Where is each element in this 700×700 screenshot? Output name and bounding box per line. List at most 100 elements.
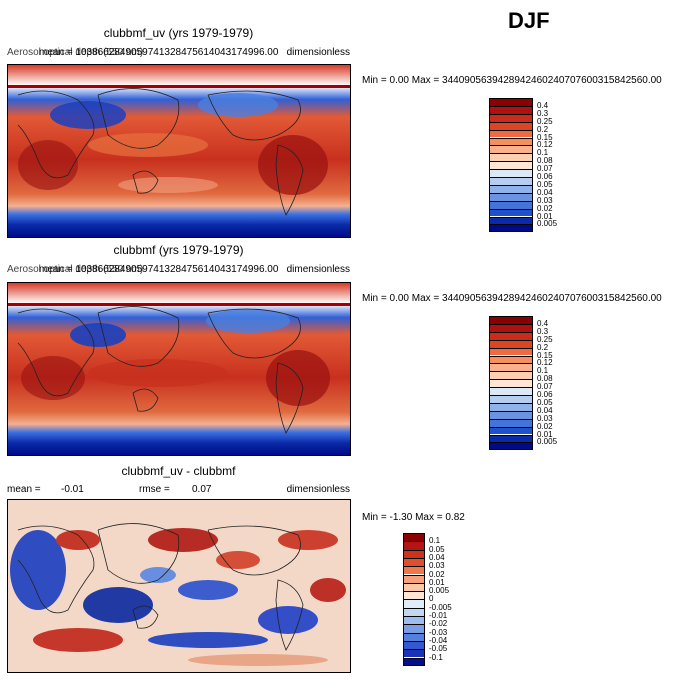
- panel-2-stats: Aerosol optical depth (550 nm) mean = 10…: [7, 264, 350, 278]
- colorbar-tick-label: 0.05: [537, 397, 553, 407]
- panel-2-map: [7, 282, 351, 456]
- colorbar-swatch: [489, 208, 533, 217]
- colorbar-tick-label: 0.01: [537, 211, 553, 221]
- colorbar-tick-label: 0.12: [537, 140, 553, 150]
- colorbar-swatch: [489, 192, 533, 201]
- panel-1-units: dimensionless: [286, 47, 350, 58]
- colorbar-tick-label: 0.02: [537, 203, 553, 213]
- colorbar-swatch: [489, 331, 533, 340]
- season-label: DJF: [508, 8, 550, 33]
- colorbar-swatch: [489, 224, 533, 233]
- colorbar-tick-label: 0.25: [537, 116, 553, 126]
- panel-3-mean-label: mean =: [7, 484, 41, 495]
- colorbar-swatch: [489, 426, 533, 435]
- colorbar-swatch: [489, 355, 533, 364]
- colorbar-swatch: [403, 549, 425, 558]
- colorbar-swatch: [403, 591, 425, 600]
- colorbar-swatch: [489, 371, 533, 380]
- colorbar-swatch: [489, 200, 533, 209]
- colorbar-tick-label: 0.005: [537, 219, 558, 229]
- panel-1-minmax: Min = 0.00 Max = 34409056394289424602407…: [362, 75, 662, 86]
- colorbar-swatch: [489, 410, 533, 419]
- colorbar-frame: [489, 316, 533, 451]
- colorbar-tick-label: 0.005: [429, 586, 450, 596]
- panel-2-overlap-label: Aerosol optical depth (550 nm): [7, 264, 144, 275]
- colorbar-tick-label: 0.06: [537, 172, 553, 181]
- colorbar-tick-label: 0.3: [537, 108, 549, 118]
- colorbar-swatch: [489, 323, 533, 332]
- panel-3-map-image: [8, 500, 350, 672]
- colorbar-tick-label: 0.04: [429, 552, 445, 562]
- panel-3-stats: mean = -0.01 rmse = 0.07 dimensionless: [7, 484, 350, 498]
- colorbar-swatch: [489, 153, 533, 162]
- colorbar-tick-label: 0.01: [429, 577, 445, 587]
- colorbar-tick-label: 0.15: [537, 132, 553, 142]
- colorbar-swatch: [403, 582, 425, 592]
- colorbar-tick-label: 0.1: [429, 536, 441, 546]
- colorbar-swatch: [403, 566, 425, 575]
- colorbar-swatch: [489, 418, 533, 427]
- colorbar-swatch: [489, 121, 533, 130]
- panel-1-title: clubbmf_uv (yrs 1979-1979): [103, 26, 254, 40]
- colorbar-swatch: [403, 599, 425, 608]
- colorbar-swatch: [489, 113, 533, 122]
- colorbar-swatch: [403, 624, 425, 633]
- colorbar-swatch: [489, 137, 533, 146]
- colorbar-tick-label: -0.005: [429, 602, 452, 612]
- colorbar-swatch: [489, 347, 533, 356]
- colorbar-swatch: [403, 574, 425, 583]
- panel-1-map-image: [8, 65, 350, 237]
- colorbar-swatch: [489, 216, 533, 225]
- panel-3-title: clubbmf_uv - clubbmf: [121, 464, 236, 478]
- colorbar-swatch: [489, 387, 533, 395]
- panel-2-map-image: [8, 283, 350, 455]
- colorbar-tick-label: 0.04: [537, 187, 553, 197]
- colorbar-swatch: [489, 402, 533, 411]
- colorbar-swatch: [489, 379, 533, 388]
- colorbar-swatch: [403, 557, 425, 567]
- colorbar-frame: [489, 98, 533, 233]
- colorbar-tick-label: -0.05: [429, 644, 448, 654]
- colorbar-swatch: [403, 607, 425, 616]
- colorbar-swatch: [403, 616, 425, 625]
- colorbar-tick-label: 0.3: [537, 326, 549, 336]
- colorbar-tick-label: 0.2: [537, 342, 549, 352]
- panel-1-mean-text: mean = 103866284905974132847561404317499…: [39, 47, 279, 58]
- panel-1-stats: Aerosol optical depth (550 nm) mean = 10…: [7, 47, 350, 61]
- colorbar-tick-label: 0.03: [537, 195, 553, 205]
- colorbar-swatch: [489, 363, 533, 372]
- colorbar-tick-label: 0.1: [537, 366, 549, 376]
- colorbar-frame: [403, 533, 425, 666]
- panel-1-overlap-label: Aerosol optical depth (550 nm): [7, 47, 144, 58]
- panel-1-map: [7, 64, 351, 238]
- panel-2-mean-text: mean = 103866284905974132847561404317499…: [39, 264, 279, 275]
- colorbar-tick-label: 0.15: [537, 350, 553, 360]
- colorbar-tick-label: 0.05: [429, 544, 445, 554]
- colorbar-swatch: [403, 649, 425, 658]
- colorbar-tick-label: -0.04: [429, 635, 448, 645]
- colorbar-tick-label: 0.4: [537, 318, 549, 328]
- colorbar-tick-label: 0: [429, 594, 434, 604]
- panel-3-units: dimensionless: [286, 484, 350, 495]
- panel-3-map: [7, 499, 351, 673]
- colorbar-tick-label: 0.02: [537, 421, 553, 431]
- colorbar-swatch: [489, 177, 533, 185]
- colorbar-swatch: [489, 184, 533, 193]
- panel-2-minmax: Min = 0.00 Max = 34409056394289424602407…: [362, 293, 662, 304]
- panel-3-rmse-value: 0.07: [192, 484, 212, 495]
- colorbar-tick-label: 0.12: [537, 358, 553, 368]
- colorbar-tick-label: 0.07: [537, 164, 553, 174]
- colorbar-swatch: [489, 442, 533, 451]
- colorbar-tick-label: 0.03: [429, 561, 445, 571]
- panel-2-title: clubbmf (yrs 1979-1979): [113, 243, 244, 257]
- colorbar-swatch: [489, 395, 533, 403]
- colorbar-tick-label: 0.06: [537, 390, 553, 399]
- colorbar-tick-label: 0.2: [537, 124, 549, 134]
- colorbar-swatch: [489, 105, 533, 114]
- colorbar-tick-label: -0.02: [429, 619, 448, 629]
- panel-3-rmse-label: rmse =: [139, 484, 170, 495]
- colorbar-swatch: [489, 145, 533, 154]
- colorbar-tick-label: 0.04: [537, 405, 553, 415]
- colorbar-tick-label: -0.01: [429, 611, 448, 620]
- colorbar-tick-label: 0.08: [537, 374, 553, 384]
